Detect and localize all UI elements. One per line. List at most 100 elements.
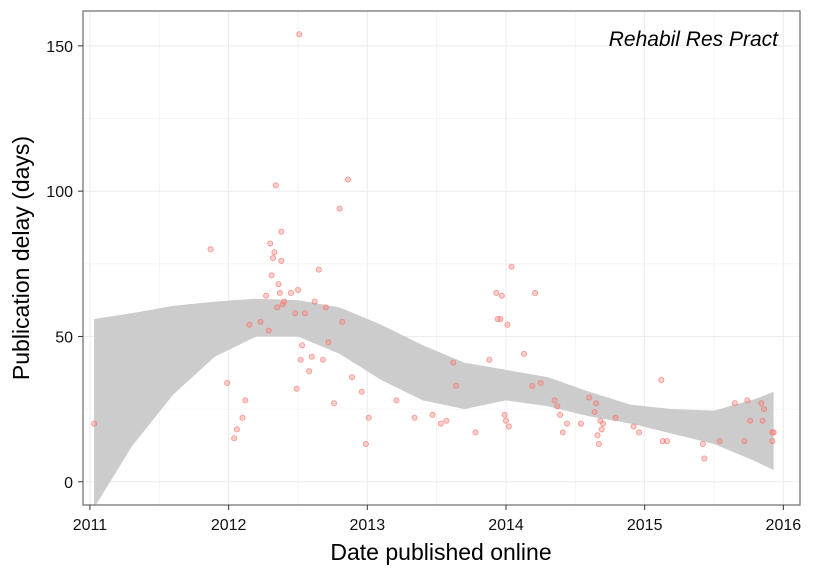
data-point — [315, 266, 322, 273]
data-point — [281, 298, 288, 305]
data-point — [267, 240, 274, 247]
data-point — [437, 420, 444, 427]
data-point — [486, 356, 493, 363]
data-point — [554, 403, 561, 410]
data-point — [450, 359, 457, 366]
data-point — [659, 438, 666, 445]
data-point — [493, 289, 500, 296]
data-point — [393, 397, 400, 404]
data-point — [636, 429, 643, 436]
y-tick-label: 50 — [55, 329, 73, 346]
data-point — [231, 435, 238, 442]
data-point — [207, 246, 214, 253]
data-point — [325, 339, 332, 346]
data-point — [701, 455, 708, 462]
data-point — [586, 394, 593, 401]
panel-label: Rehabil Res Pract — [609, 28, 779, 51]
data-point — [699, 440, 706, 447]
data-point — [663, 438, 670, 445]
x-axis-title: Date published online — [330, 539, 551, 565]
data-point — [770, 429, 777, 436]
data-point — [322, 304, 329, 311]
data-point — [532, 289, 539, 296]
data-point — [336, 205, 343, 212]
confidence-band-layer — [94, 298, 774, 505]
data-point — [365, 414, 372, 421]
x-tick-label: 2014 — [488, 517, 524, 534]
data-point — [411, 414, 418, 421]
data-point — [344, 176, 351, 183]
data-point — [278, 257, 285, 264]
data-point — [265, 327, 272, 334]
data-point — [741, 438, 748, 445]
axes-ticks: 2011 2012 2013 2014 2015 2016 0 50 100 150 — [46, 39, 801, 534]
data-point — [275, 281, 282, 288]
data-point — [269, 254, 276, 261]
data-point — [443, 417, 450, 424]
data-point — [296, 31, 303, 38]
confidence-band — [94, 298, 774, 505]
data-point — [551, 397, 558, 404]
data-point — [257, 318, 264, 325]
data-point — [263, 292, 270, 299]
data-point — [348, 374, 355, 381]
data-point — [497, 315, 504, 322]
data-point — [308, 353, 315, 360]
x-tick-label: 2012 — [211, 517, 247, 534]
y-tick-label: 0 — [64, 475, 73, 492]
data-point — [339, 318, 346, 325]
data-point — [537, 379, 544, 386]
data-points-layer — [91, 31, 777, 462]
data-point — [224, 379, 231, 386]
data-point — [362, 440, 369, 447]
panel-border — [82, 10, 801, 506]
x-tick-label: 2016 — [766, 517, 802, 534]
data-point — [242, 397, 249, 404]
data-point — [564, 420, 571, 427]
data-point — [577, 420, 584, 427]
data-point — [287, 289, 294, 296]
y-tick-label: 150 — [46, 39, 73, 56]
data-point — [759, 417, 766, 424]
data-point — [453, 382, 460, 389]
data-point — [292, 310, 299, 317]
data-point — [557, 411, 564, 418]
data-point — [276, 289, 283, 296]
data-point — [294, 286, 301, 293]
x-tick-label: 2011 — [73, 517, 108, 534]
data-point — [429, 411, 436, 418]
y-axis-title: Publication delay (days) — [8, 136, 34, 380]
data-point — [498, 292, 505, 299]
x-tick-label: 2013 — [350, 517, 386, 534]
data-point — [758, 400, 765, 407]
data-point — [91, 420, 98, 427]
data-point — [501, 411, 508, 418]
data-point — [593, 400, 600, 407]
data-point — [769, 438, 776, 445]
x-tick-label: 2015 — [627, 517, 663, 534]
data-point — [598, 426, 605, 433]
data-point — [502, 417, 509, 424]
data-point — [301, 310, 308, 317]
data-point — [529, 382, 536, 389]
data-point — [658, 376, 665, 383]
data-point — [330, 400, 337, 407]
data-point — [299, 342, 306, 349]
data-point — [760, 406, 767, 413]
data-point — [559, 429, 566, 436]
data-point — [239, 414, 246, 421]
data-point — [747, 417, 754, 424]
data-point — [274, 304, 281, 311]
data-point — [358, 388, 365, 395]
data-point — [612, 414, 619, 421]
data-point — [293, 385, 300, 392]
data-point — [591, 408, 598, 415]
data-point — [508, 263, 515, 270]
data-point — [233, 426, 240, 433]
data-point — [278, 228, 285, 235]
data-point — [246, 321, 253, 328]
data-point — [306, 368, 313, 375]
data-point — [521, 350, 528, 357]
data-point — [271, 249, 278, 256]
data-point — [595, 440, 602, 447]
